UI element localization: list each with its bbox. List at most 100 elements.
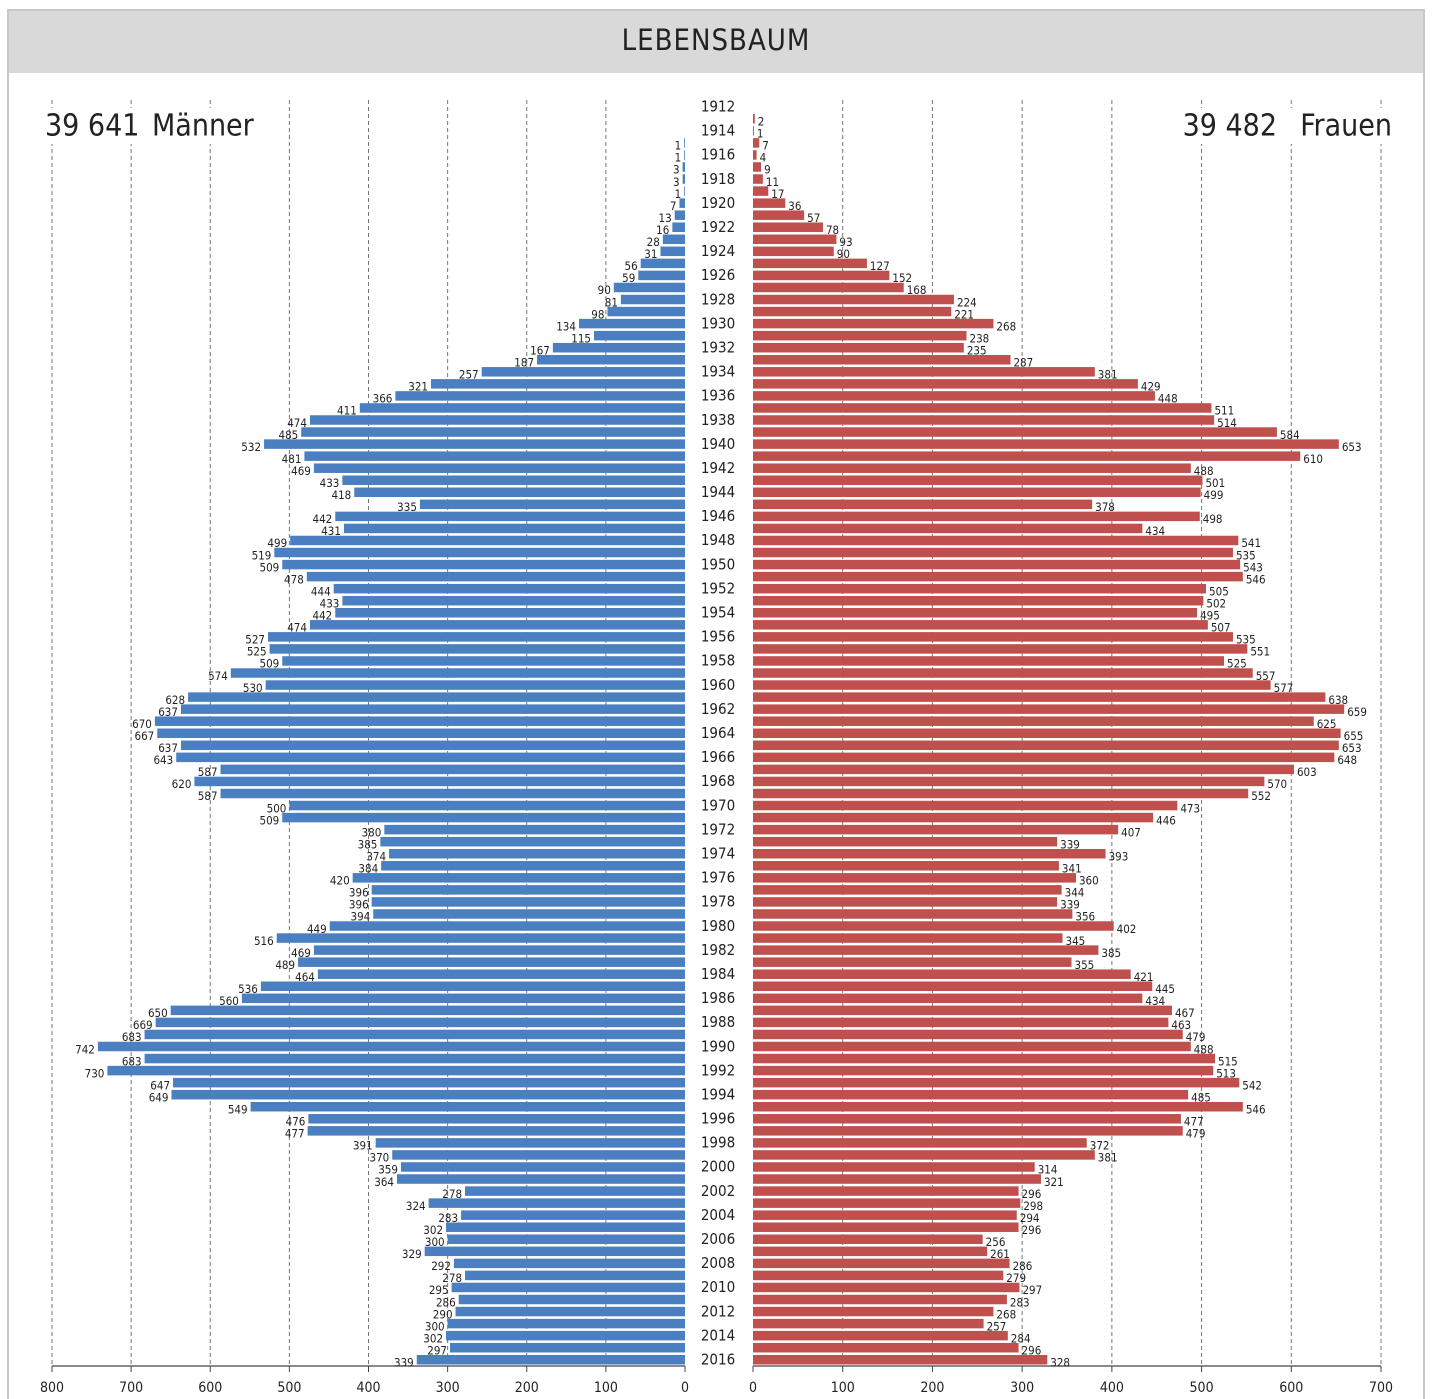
value-label: 477 xyxy=(1184,1115,1204,1129)
bar xyxy=(753,704,1345,714)
value-label: 501 xyxy=(1205,476,1225,490)
value-label: 515 xyxy=(1218,1054,1238,1068)
value-label: 411 xyxy=(337,404,357,418)
bar xyxy=(753,1282,1020,1293)
year-label: 2008 xyxy=(701,1254,735,1272)
value-label: 3 xyxy=(673,163,680,177)
bar xyxy=(753,909,1073,919)
bar xyxy=(753,812,1154,823)
bar xyxy=(343,523,685,534)
value-label: 31 xyxy=(644,247,657,261)
bar xyxy=(753,126,754,136)
bar xyxy=(753,1222,1019,1232)
value-label: 485 xyxy=(278,428,298,442)
value-label: 560 xyxy=(219,994,239,1008)
year-label: 2010 xyxy=(701,1278,735,1296)
bar xyxy=(753,1198,1021,1208)
bar xyxy=(753,306,952,317)
bar xyxy=(446,1330,685,1341)
value-label: 296 xyxy=(1022,1187,1042,1201)
value-label: 511 xyxy=(1214,404,1234,418)
year-label: 1912 xyxy=(701,98,735,116)
year-label: 1960 xyxy=(701,676,735,694)
value-label: 335 xyxy=(397,500,417,514)
bar xyxy=(389,848,685,859)
bar xyxy=(431,379,685,389)
bar xyxy=(352,873,685,883)
value-label: 546 xyxy=(1246,572,1266,586)
value-label: 433 xyxy=(320,596,340,610)
value-label: 536 xyxy=(238,982,258,996)
value-label: 295 xyxy=(429,1283,449,1297)
bar xyxy=(753,692,1326,702)
value-label: 16 xyxy=(656,223,669,237)
bar xyxy=(375,1138,685,1148)
x-tick-label: 700 xyxy=(119,1380,143,1396)
bar xyxy=(307,1126,685,1136)
year-label: 1992 xyxy=(701,1061,735,1079)
bar xyxy=(268,632,685,642)
bar xyxy=(395,391,685,401)
value-label: 286 xyxy=(1013,1259,1033,1273)
value-label: 339 xyxy=(1060,898,1080,912)
bar xyxy=(753,1065,1214,1076)
value-label: 610 xyxy=(1303,452,1323,466)
value-label: 543 xyxy=(1243,560,1263,574)
bar xyxy=(220,764,685,775)
bar xyxy=(753,162,762,172)
bar xyxy=(753,897,1058,907)
value-label: 546 xyxy=(1246,1102,1266,1116)
bar xyxy=(313,463,685,473)
value-label: 1 xyxy=(675,139,682,153)
value-label: 393 xyxy=(1109,849,1129,863)
year-label: 1986 xyxy=(701,989,735,1007)
bar xyxy=(537,355,685,365)
value-label: 238 xyxy=(970,331,990,345)
year-label: 1924 xyxy=(701,242,735,260)
value-label: 444 xyxy=(311,584,331,598)
bar xyxy=(753,1342,1019,1353)
bar xyxy=(451,1282,685,1293)
bar xyxy=(753,957,1072,967)
value-label: 643 xyxy=(153,753,173,767)
x-tick-label: 600 xyxy=(1279,1380,1303,1396)
value-label: 385 xyxy=(1101,946,1121,960)
value-label: 4 xyxy=(760,151,767,165)
value-label: 366 xyxy=(373,392,393,406)
value-label: 283 xyxy=(1010,1295,1030,1309)
value-label: 549 xyxy=(228,1102,248,1116)
value-label: 257 xyxy=(987,1319,1007,1333)
value-label: 620 xyxy=(172,777,192,791)
year-label: 1988 xyxy=(701,1013,735,1031)
bar xyxy=(753,282,904,293)
value-label: 2 xyxy=(758,115,765,129)
bar xyxy=(753,969,1131,979)
bar xyxy=(458,1294,685,1305)
year-label: 1996 xyxy=(701,1110,735,1128)
value-label: 653 xyxy=(1342,741,1362,755)
year-label: 1944 xyxy=(701,483,735,501)
value-label: 402 xyxy=(1117,922,1137,936)
value-label: 294 xyxy=(1020,1211,1040,1225)
value-label: 473 xyxy=(1180,801,1200,815)
x-tick-label: 300 xyxy=(1010,1380,1034,1396)
bar xyxy=(447,1234,685,1245)
bar xyxy=(753,174,763,184)
bar xyxy=(638,270,685,281)
value-label: 1 xyxy=(675,187,682,201)
value-label: 513 xyxy=(1216,1066,1236,1080)
total-value: 39 482 xyxy=(1183,109,1277,144)
value-label: 628 xyxy=(165,693,185,707)
bar xyxy=(380,836,685,847)
value-label: 488 xyxy=(1194,464,1214,478)
bar xyxy=(188,692,685,702)
year-label: 1916 xyxy=(701,146,735,164)
bar xyxy=(396,1174,685,1184)
series-name: Männer xyxy=(152,109,255,144)
value-label: 509 xyxy=(260,657,280,671)
bar xyxy=(453,1258,685,1269)
bar xyxy=(682,174,685,184)
bar xyxy=(290,535,685,546)
bar xyxy=(753,861,1059,871)
